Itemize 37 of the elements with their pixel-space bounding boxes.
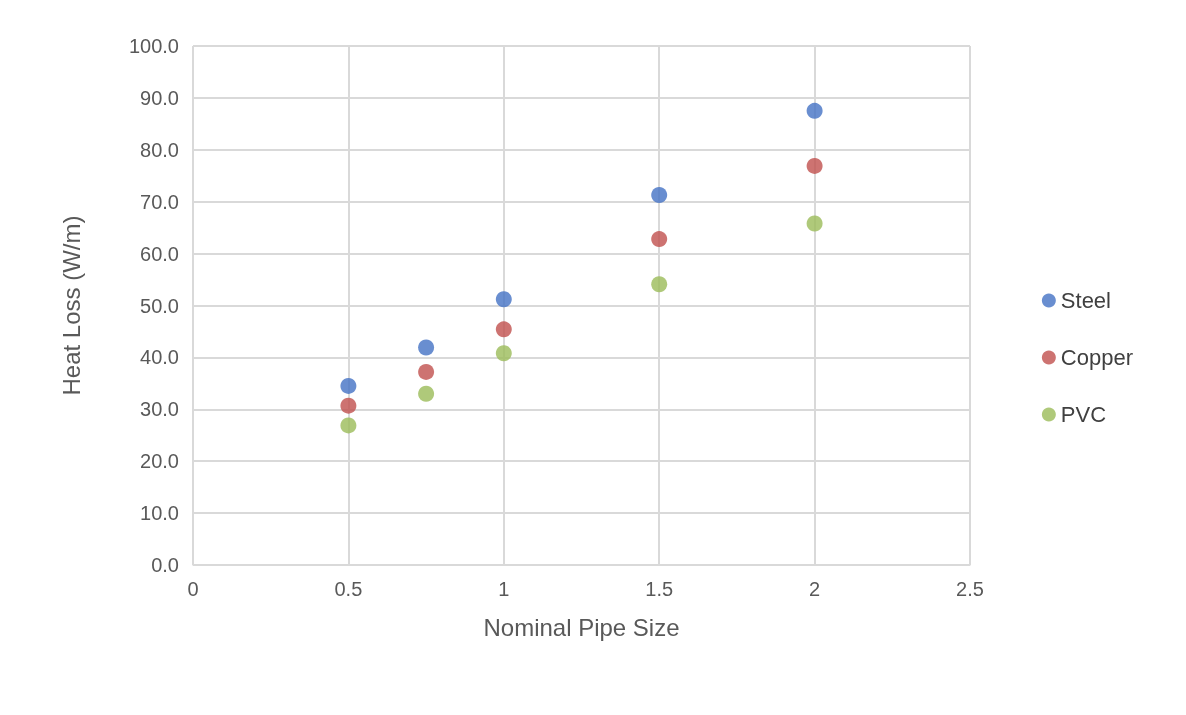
- point: [418, 385, 435, 402]
- x-tick-label: 0.5: [334, 578, 363, 600]
- point: [651, 186, 668, 203]
- point: [806, 157, 823, 174]
- legend-label: Copper: [1060, 345, 1133, 370]
- y-tick-label: 0.0: [151, 554, 179, 576]
- x-tick-label: 2: [809, 578, 821, 600]
- y-tick-label: 30.0: [140, 398, 179, 421]
- y-axis-title: Heat Loss (W/m): [57, 215, 85, 396]
- x-tick-label: 1: [498, 578, 510, 600]
- x-axis-title: Nominal Pipe Size: [483, 613, 680, 641]
- x-tick-label: 0: [187, 578, 199, 600]
- point: [418, 339, 435, 356]
- point: [340, 417, 357, 434]
- point: [651, 231, 668, 248]
- legend-label: Steel: [1060, 288, 1111, 313]
- point: [340, 377, 357, 394]
- point: [340, 397, 357, 414]
- x-tick-label: 2.5: [956, 578, 984, 600]
- point: [495, 291, 512, 308]
- point: [418, 363, 435, 380]
- x-tick-label: 1.5: [645, 578, 674, 600]
- y-tick-label: 20.0: [140, 450, 179, 473]
- y-tick-label: 100.0: [128, 35, 179, 57]
- y-tick-label: 80.0: [140, 138, 179, 161]
- point: [651, 276, 668, 293]
- point: [495, 321, 512, 338]
- y-tick-label: 40.0: [140, 346, 179, 369]
- y-tick-label: 10.0: [140, 502, 179, 525]
- point: [495, 345, 512, 362]
- point: [806, 215, 823, 232]
- y-tick-label: 60.0: [140, 242, 179, 265]
- y-tick-label: 70.0: [140, 190, 179, 213]
- legend-label: PVC: [1060, 402, 1107, 427]
- y-tick-label: 90.0: [140, 86, 179, 109]
- point: [806, 102, 823, 119]
- y-tick-label: 50.0: [140, 294, 179, 317]
